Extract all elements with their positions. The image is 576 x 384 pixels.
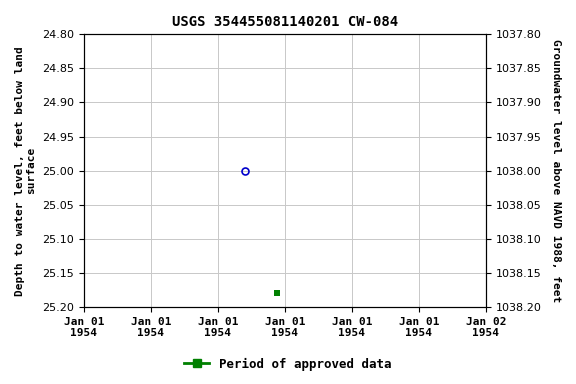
Y-axis label: Groundwater level above NAVD 1988, feet: Groundwater level above NAVD 1988, feet: [551, 39, 561, 302]
Title: USGS 354455081140201 CW-084: USGS 354455081140201 CW-084: [172, 15, 398, 29]
Legend: Period of approved data: Period of approved data: [179, 353, 397, 376]
Y-axis label: Depth to water level, feet below land
surface: Depth to water level, feet below land su…: [15, 46, 37, 296]
